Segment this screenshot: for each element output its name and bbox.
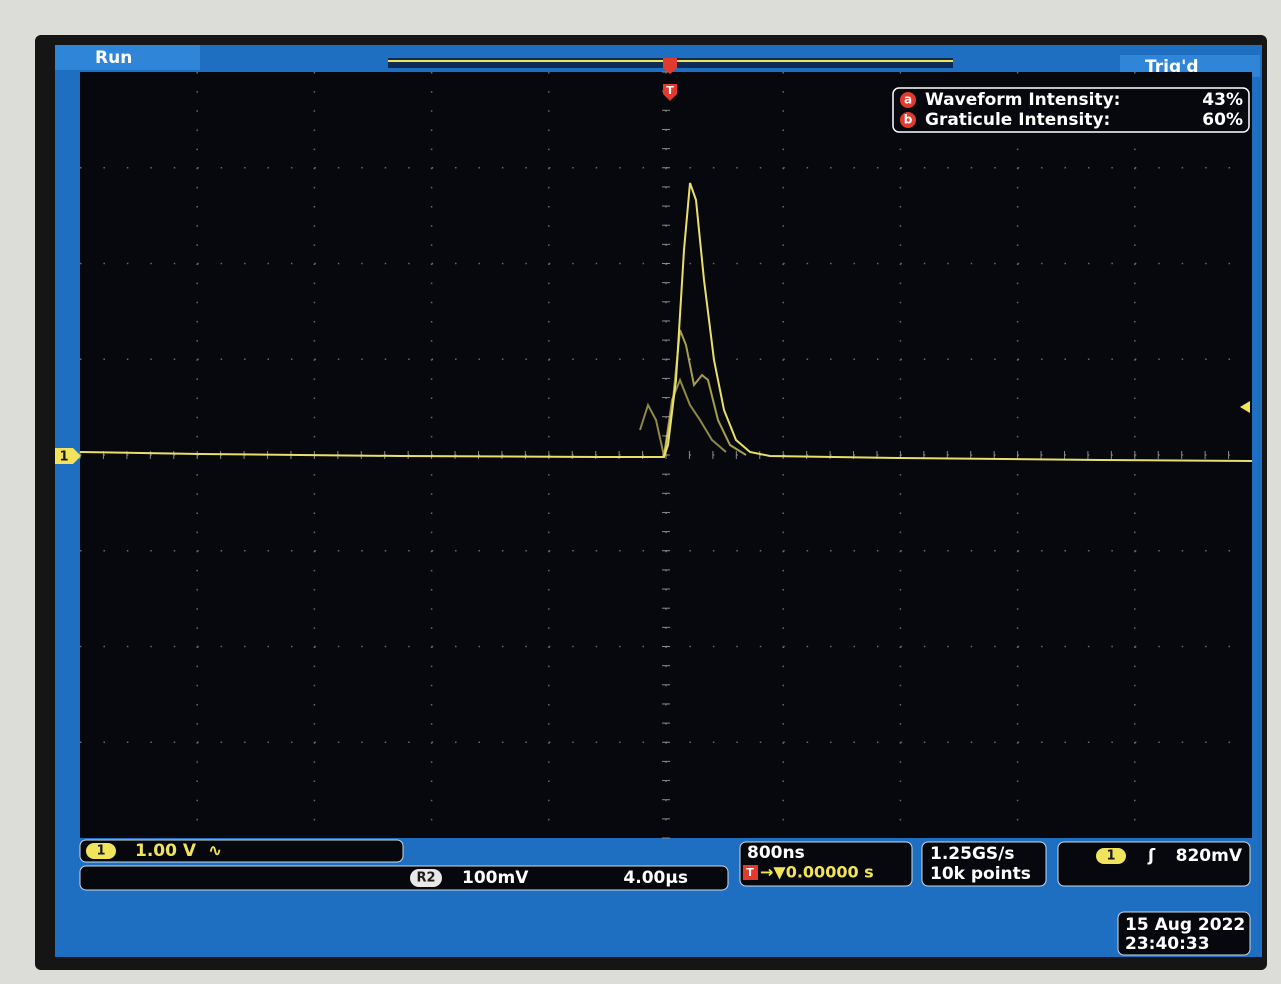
key-label: b (904, 113, 913, 127)
intensity-value: 43% (1202, 90, 1243, 110)
trigger-badge-label: 1 (1106, 849, 1115, 864)
record-length: 10k points (930, 864, 1031, 884)
timebase-scale: 800ns (747, 843, 805, 863)
trigger-marker-label: T (666, 84, 674, 97)
timebase-marker-label: T (746, 866, 754, 879)
reference-time: 4.00µs (623, 868, 688, 888)
sample-rate: 1.25GS/s (930, 844, 1014, 864)
channel-box[interactable] (80, 840, 403, 862)
reference-badge-label: R2 (416, 871, 435, 886)
channel-badge-label: 1 (96, 844, 105, 859)
reference-scale: 100mV (462, 868, 529, 888)
channel-coupling: ∿ (208, 841, 222, 861)
intensity-label: Graticule Intensity: (925, 110, 1110, 130)
time: 23:40:33 (1125, 934, 1210, 954)
date: 15 Aug 2022 (1125, 915, 1245, 935)
ground-marker-label: 1 (59, 450, 68, 465)
intensity-label: Waveform Intensity: (925, 90, 1120, 110)
trigger-slope: ʃ (1147, 846, 1156, 866)
page: Run Trig'd T 1 a Waveform Intensity: 43%… (0, 0, 1281, 984)
intensity-value: 60% (1202, 110, 1243, 130)
oscilloscope: Run Trig'd T 1 a Waveform Intensity: 43%… (0, 0, 1281, 984)
channel-scale: 1.00 V (135, 841, 197, 861)
trigger-level: 820mV (1176, 846, 1243, 866)
timebase-delay: →▼0.00000 s (760, 863, 874, 882)
key-label: a (904, 93, 912, 107)
run-status: Run (95, 48, 132, 68)
